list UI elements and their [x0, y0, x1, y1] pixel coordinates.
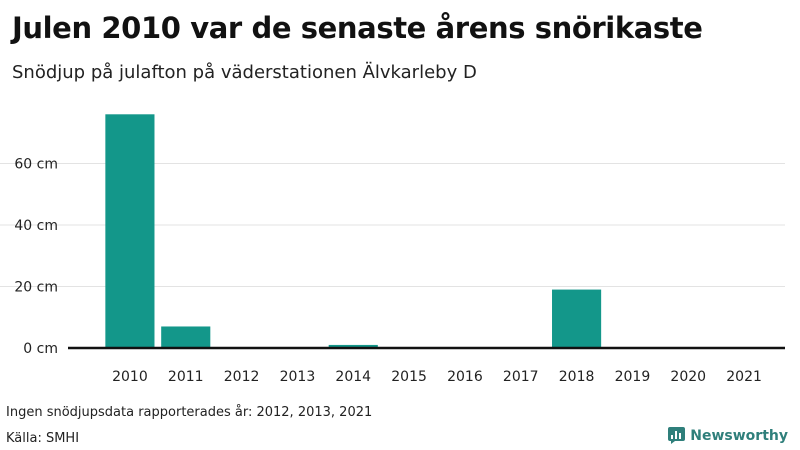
y-tick-label: 60 cm — [14, 157, 58, 173]
bar-2010 — [105, 114, 155, 348]
bar-chart: 0 cm 20 cm 40 cm 60 cm 2010 2011 2012 2013 2014… — [0, 114, 785, 385]
chart-subtitle: Snödjup på julafton på väderstationen Äl… — [12, 62, 477, 83]
x-tick-label: 2017 — [503, 369, 539, 385]
x-tick-label: 2010 — [112, 369, 148, 385]
x-tick-label: 2016 — [447, 369, 483, 385]
y-tick-label: 0 cm — [23, 341, 58, 357]
chart-logo-icon — [668, 427, 686, 444]
x-tick-label: 2011 — [168, 369, 204, 385]
brand-name: Newsworthy — [690, 427, 788, 444]
newsworthy-logo: Newsworthy — [668, 427, 788, 444]
bars — [105, 114, 602, 348]
y-tick-label: 20 cm — [14, 280, 58, 296]
x-tick-label: 2012 — [224, 369, 260, 385]
x-tick-label: 2014 — [335, 369, 371, 385]
x-tick-label: 2018 — [559, 369, 595, 385]
x-axis-ticks: 2010 2011 2012 2013 2014 2015 2016 2017 2018 2019… — [112, 369, 762, 385]
x-tick-label: 2020 — [670, 369, 706, 385]
bar-2014 — [328, 344, 378, 348]
x-tick-label: 2013 — [280, 369, 316, 385]
x-tick-label: 2015 — [391, 369, 427, 385]
y-axis-ticks: 0 cm 20 cm 40 cm 60 cm — [14, 157, 58, 358]
bar-2011 — [161, 326, 211, 348]
footnote: Ingen snödjupsdata rapporterades år: 201… — [6, 405, 373, 420]
bar-2018 — [552, 289, 602, 348]
x-tick-label: 2019 — [615, 369, 651, 385]
y-tick-label: 40 cm — [14, 218, 58, 234]
x-tick-label: 2021 — [726, 369, 762, 385]
source-credit: Källa: SMHI — [6, 431, 80, 446]
chart-title: Julen 2010 var de senaste årens snörikas… — [12, 11, 703, 45]
